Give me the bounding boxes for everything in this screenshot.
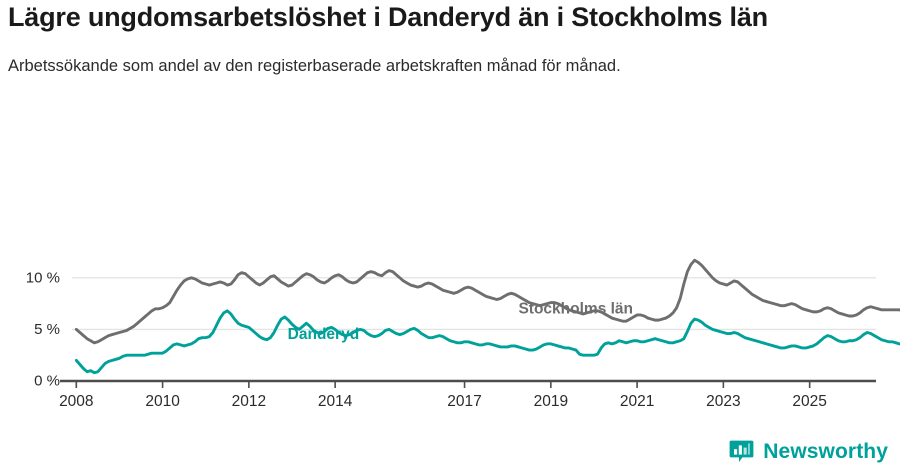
x-axis-tick-label: 2021	[620, 393, 654, 410]
series-label-danderyd: Danderyd	[288, 326, 360, 343]
x-axis-tick-label: 2008	[59, 393, 93, 410]
chart-area: 0 % 5 % 10 % 2008 2010 2012 2014 2017 2019 2021 20…	[0, 222, 900, 418]
x-axis-tick-label: 2023	[706, 393, 740, 410]
chart-subtitle: Arbetssökande som andel av den registerb…	[8, 57, 621, 76]
page-title: Lägre ungdomsarbetslöshet i Danderyd än …	[8, 2, 768, 32]
series-label-stockholms-l-n: Stockholms län	[518, 300, 633, 317]
brand-name: Newsworthy	[763, 440, 888, 463]
x-axis-tick-label: 2010	[145, 393, 180, 410]
y-axis-tick-label: 5 %	[34, 321, 60, 338]
x-axis-tick-label: 2025	[792, 393, 826, 410]
brand-footer: Newsworthy	[729, 439, 888, 464]
chart-header: Lägre ungdomsarbetslöshet i Danderyd än …	[8, 2, 884, 79]
x-axis-tick-label: 2012	[232, 393, 266, 410]
x-axis-tick-label: 2014	[318, 393, 353, 410]
series-line-stockholms-l-n	[74, 258, 900, 345]
y-axis-tick-label: 0 %	[34, 372, 60, 389]
x-axis-tick-label: 2019	[534, 393, 568, 410]
line-chart: 0 % 5 % 10 % 2008 2010 2012 2014 2017 2019 2021 20…	[26, 258, 900, 410]
y-axis-tick-label: 10 %	[26, 269, 60, 286]
series-line-danderyd	[74, 309, 900, 375]
bar-chart-speech-bubble-icon	[729, 439, 754, 464]
x-axis-tick-label: 2017	[447, 393, 481, 410]
